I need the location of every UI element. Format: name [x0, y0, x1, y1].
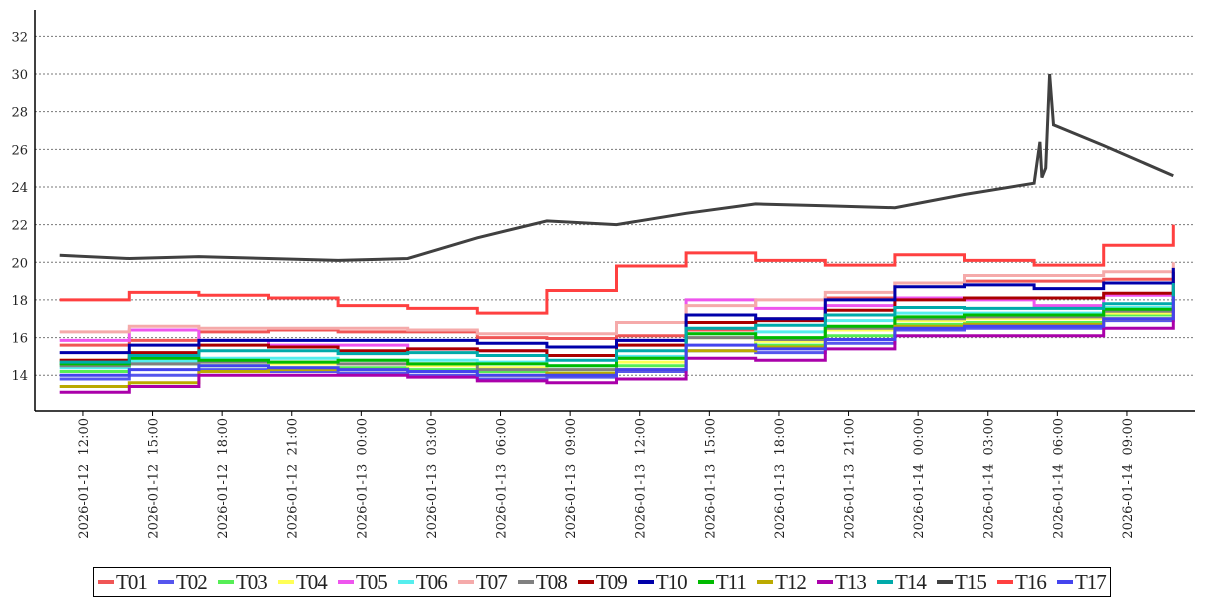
x-tick-label: 2026-01-13 06:00 [495, 418, 510, 539]
series-line-t16 [59, 224, 1175, 315]
legend-item-t12: T12 [757, 569, 807, 595]
legend-swatch [1056, 580, 1073, 584]
legend-item-t05: T05 [337, 569, 388, 595]
legend-label: T08 [535, 569, 568, 594]
x-tick-label: 2026-01-12 18:00 [216, 418, 231, 539]
legend-label: T06 [415, 569, 448, 594]
legend-label: T04 [295, 569, 328, 594]
x-tick-label: 2026-01-14 03:00 [982, 418, 997, 539]
y-tick-label: 24 [11, 181, 28, 196]
legend-item-t01: T01 [98, 569, 148, 595]
legend-swatch [577, 580, 594, 584]
x-axis-ticks: 2026-01-12 12:00 2026-01-12 15:00 2026-01-… [77, 411, 1136, 539]
legend-swatch [877, 580, 894, 584]
legend-item-t14: T14 [877, 569, 927, 595]
legend-label: T14 [895, 569, 927, 594]
legend-item-t16: T16 [997, 569, 1047, 595]
legend-item-t09: T09 [577, 569, 628, 595]
x-tick-label: 2026-01-12 12:00 [77, 418, 92, 539]
x-tick-label: 2026-01-14 00:00 [912, 418, 927, 539]
legend-label: T07 [475, 569, 508, 594]
series-line-t13 [59, 307, 1175, 394]
legend-item-t04: T04 [277, 569, 328, 595]
legend-item-t15: T15 [937, 569, 987, 595]
legend-swatch [337, 580, 354, 584]
legend-label: T15 [955, 569, 987, 594]
legend-swatch [457, 580, 474, 584]
y-tick-label: 18 [11, 294, 28, 309]
y-tick-label: 28 [11, 106, 28, 121]
legend-label: T13 [835, 569, 867, 594]
x-tick-label: 2026-01-12 15:00 [147, 418, 162, 539]
legend-label: T17 [1074, 569, 1107, 594]
x-tick-label: 2026-01-13 21:00 [843, 418, 858, 539]
x-tick-label: 2026-01-13 18:00 [773, 418, 788, 539]
legend-label: T12 [775, 569, 807, 594]
legend-item-t11: T11 [697, 569, 747, 595]
x-tick-label: 2026-01-14 06:00 [1051, 418, 1066, 539]
x-tick-label: 2026-01-13 09:00 [564, 418, 579, 539]
legend-swatch [277, 580, 294, 584]
x-tick-label: 2026-01-13 15:00 [703, 418, 718, 539]
legend-item-t10: T10 [637, 569, 688, 595]
legend: T01 T02 T03 T04 T05 T06 T07 T08 T09 T10 T11 T12 T13 T… [93, 567, 1111, 597]
y-axis-ticks: 14 16 18 20 22 24 26 28 30 32 [11, 30, 28, 384]
x-tick-label: 2026-01-13 12:00 [634, 418, 649, 539]
legend-label: T11 [715, 569, 747, 594]
series-lines [59, 73, 1175, 394]
legend-swatch [157, 580, 174, 584]
legend-item-t03: T03 [217, 569, 268, 595]
legend-item-t13: T13 [817, 569, 867, 595]
legend-swatch [817, 580, 834, 584]
x-tick-label: 2026-01-14 09:00 [1121, 418, 1136, 539]
series-line-t14 [59, 283, 1175, 364]
legend-label: T09 [595, 569, 628, 594]
legend-item-t02: T02 [157, 569, 208, 595]
y-tick-label: 30 [11, 68, 28, 83]
y-tick-label: 16 [11, 332, 28, 347]
legend-label: T02 [175, 569, 208, 594]
y-tick-label: 26 [11, 143, 28, 158]
x-tick-label: 2026-01-12 21:00 [286, 418, 301, 539]
legend-swatch [98, 580, 114, 584]
y-tick-label: 22 [11, 219, 28, 234]
legend-label: T10 [655, 569, 688, 594]
legend-label: T05 [355, 569, 388, 594]
legend-swatch [637, 580, 654, 584]
legend-swatch [217, 580, 234, 584]
legend-swatch [757, 580, 774, 584]
legend-item-t17: T17 [1056, 569, 1107, 595]
legend-swatch [397, 580, 414, 584]
series-line-t17 [59, 296, 1175, 377]
legend-item-t06: T06 [397, 569, 448, 595]
legend-item-t08: T08 [517, 569, 568, 595]
legend-swatch [697, 580, 714, 584]
series-line-t15 [59, 73, 1174, 262]
x-tick-label: 2026-01-13 00:00 [355, 418, 370, 539]
y-tick-label: 32 [11, 30, 28, 45]
legend-label: T16 [1015, 569, 1047, 594]
y-tick-label: 14 [11, 369, 28, 384]
x-tick-label: 2026-01-13 03:00 [425, 418, 440, 539]
legend-swatch [997, 580, 1013, 584]
legend-item-t07: T07 [457, 569, 508, 595]
legend-label: T01 [116, 569, 148, 594]
legend-swatch [937, 580, 954, 584]
legend-label: T03 [235, 569, 268, 594]
legend-swatch [517, 580, 534, 584]
y-tick-label: 20 [11, 256, 28, 271]
